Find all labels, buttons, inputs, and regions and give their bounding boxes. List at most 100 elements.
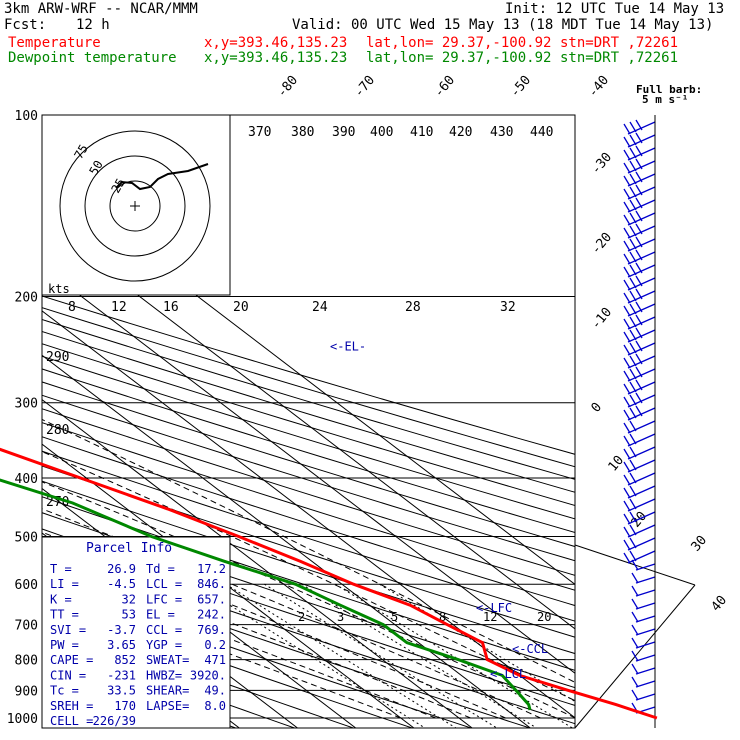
wind-barb [623, 145, 656, 161]
wind-barb-flag [631, 624, 639, 636]
parcel-label: EL = [146, 608, 175, 622]
wind-barb-flag [629, 316, 637, 328]
parcel-value: 49. [204, 684, 226, 698]
wind-barb-flag [635, 236, 643, 248]
parcel-value: 3920. [190, 668, 226, 682]
wind-barb-staff [627, 420, 656, 434]
init-time: Init: 12 UTC Tue 14 May 13 [505, 1, 725, 17]
wind-barb-flag [635, 249, 643, 261]
wind-barb-flag [629, 355, 637, 367]
wind-barb-flag [635, 210, 643, 222]
wind-barb-flag [623, 344, 631, 356]
dewpoint-latlon: lat,lon= 29.37,-100.92 [366, 50, 552, 66]
wind-barb [623, 353, 656, 369]
wind-barb-staff [635, 602, 656, 610]
wind-barb-flag [629, 498, 637, 510]
wind-barb-flag [635, 158, 643, 170]
parcel-label: CELL = [50, 714, 93, 728]
speed-label: 32 [500, 300, 516, 315]
dry-adiabat [42, 450, 575, 622]
plot-frame [41, 114, 576, 729]
wind-barb-flag [629, 459, 637, 471]
wind-barb-flag [629, 251, 637, 263]
parcel-label: Td = [146, 562, 175, 576]
wind-barb-flag [629, 121, 637, 133]
wind-barb-flag [623, 409, 631, 421]
wind-barb [623, 340, 656, 356]
wind-barb-flag [629, 550, 637, 562]
wind-barb-flag [623, 149, 631, 161]
speed-label: 24 [312, 300, 328, 315]
wind-barb-flag [623, 279, 631, 291]
wind-barb-flag [629, 420, 637, 432]
wind-barb-flag [623, 422, 631, 434]
mixing-ratio-label: 20 [537, 610, 551, 624]
hodo-ring-label-75: 75 [71, 142, 90, 162]
parcel-label: SREH = [50, 699, 93, 713]
wind-barb-flag [629, 485, 637, 497]
parcel-label: SWEAT= [146, 653, 189, 667]
pressure-label: 600 [15, 578, 38, 593]
parcel-info-title: Parcel Info [86, 541, 172, 556]
isotherm-line [42, 443, 415, 728]
wind-barb-flag [631, 663, 639, 675]
isotherm-label: -50 [508, 73, 535, 101]
wind-barb-flag [623, 383, 631, 395]
wind-barb [623, 327, 656, 343]
wind-barb [623, 184, 656, 200]
wind-barb [623, 537, 656, 551]
wind-barb-flag [635, 288, 643, 300]
wind-barb [623, 485, 656, 499]
wind-barb-flag [629, 407, 637, 419]
wind-barb [623, 433, 656, 447]
wind-barb [631, 611, 656, 623]
dry-adiabat [42, 355, 575, 520]
wind-barb-flag [629, 433, 637, 445]
wind-barb [623, 288, 656, 304]
speed-label: 20 [233, 300, 249, 315]
parcel-label: K = [50, 592, 72, 606]
wind-barb-flag [631, 572, 639, 584]
isotherm-label: -70 [352, 73, 379, 101]
wind-barb-flag [635, 184, 643, 196]
parcel-value: 53 [122, 608, 136, 622]
wind-barb [623, 392, 656, 408]
wind-barb-flag [623, 318, 631, 330]
wind-barb [623, 550, 656, 564]
wind-barb-flag [635, 197, 643, 209]
wind-barb [631, 689, 656, 701]
wind-barb [631, 572, 656, 584]
dewpoint-xy: x,y=393.46,135.23 [204, 50, 348, 66]
parcel-value: 33.5 [107, 684, 136, 698]
wind-barb-staff [627, 433, 656, 447]
theta-label: 380 [291, 125, 314, 140]
moist-adiabat [42, 569, 436, 719]
wind-barb-flag [629, 342, 637, 354]
wind-barb-flag [623, 370, 631, 382]
wind-barb-staff [635, 563, 656, 571]
wind-barb [623, 366, 656, 382]
parcel-label: YGP = [146, 638, 182, 652]
dry-adiabat [42, 330, 575, 493]
wind-barb [623, 446, 656, 460]
hodo-ring-75 [59, 130, 211, 282]
wind-barb [631, 650, 656, 662]
parcel-label: CCL = [146, 623, 182, 637]
wind-barb [623, 524, 656, 538]
pressure-label: 300 [15, 397, 38, 412]
wind-barb-flag [629, 173, 637, 185]
parcel-value: 242. [197, 608, 226, 622]
wind-barb-flag [629, 199, 637, 211]
parcel-label: CAPE = [50, 653, 93, 667]
dry-adiabat [42, 580, 473, 728]
dry-adiabat [42, 343, 575, 506]
wind-barb-flag [635, 314, 643, 326]
wind-barb-flag [623, 227, 631, 239]
dewpoint-station: stn=DRT ,72261 [560, 50, 679, 66]
wind-barb [623, 171, 656, 187]
parcel-label: SVI = [50, 623, 86, 637]
theta-label: 410 [410, 125, 433, 140]
pressure-label: 100 [15, 109, 38, 124]
background-guides [42, 176, 575, 728]
wind-barb-flag [629, 277, 637, 289]
